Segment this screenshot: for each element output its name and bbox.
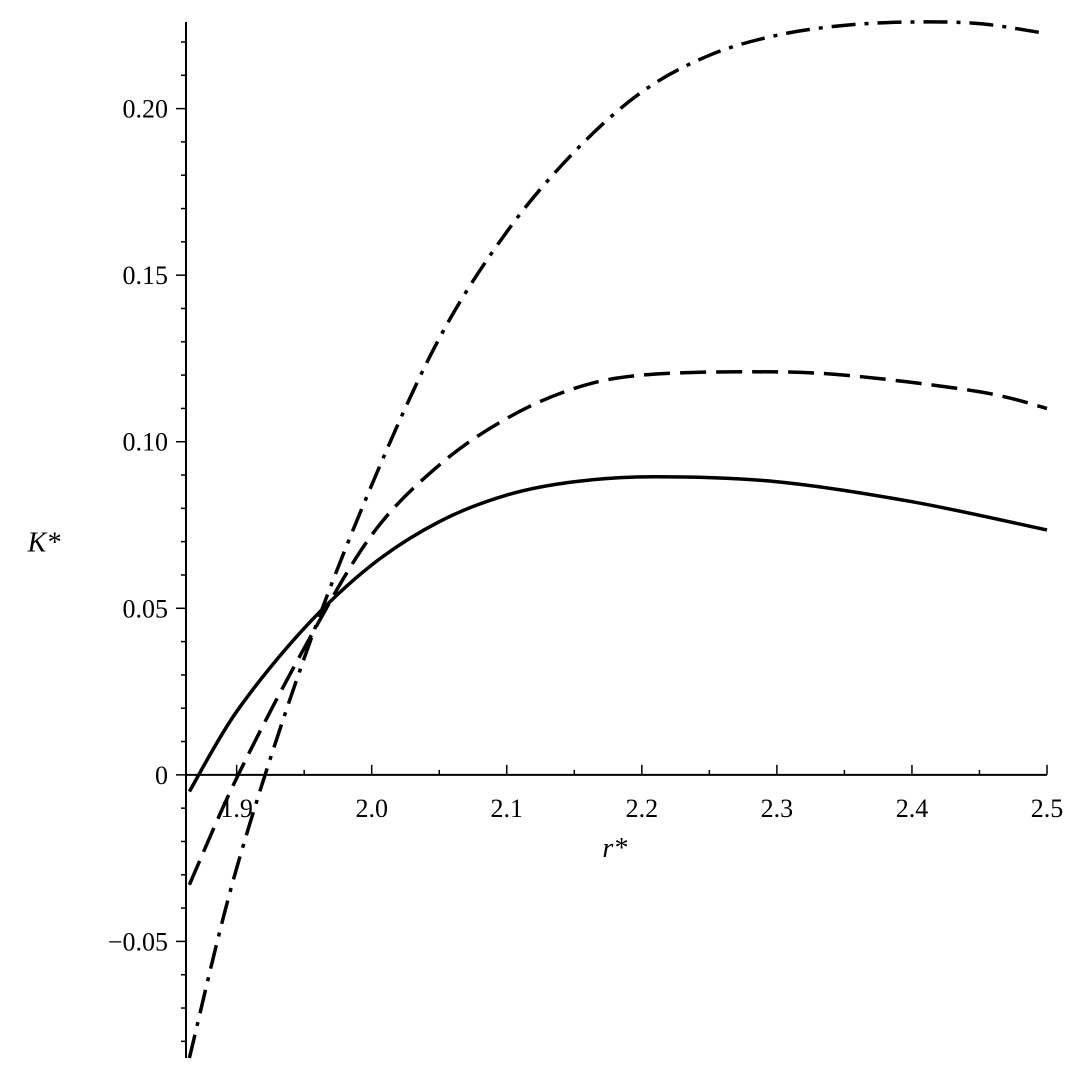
curves-layer	[187, 20, 1048, 1059]
axes-layer	[185, 22, 1047, 1058]
tick-labels-layer: 1.9 2.0 2.1 2.2 2.3 2.4 2.5 −0.05 0 0.05 0.10 0.15 0…	[108, 95, 1063, 957]
series-line-dashed	[187, 370, 1048, 886]
x-axis-title: r*	[602, 833, 627, 864]
x-tick-label: 2.5	[1031, 794, 1064, 823]
x-tick-label: 2.0	[355, 794, 388, 823]
y-tick-label: −0.05	[108, 927, 168, 956]
y-tick-label: 0.15	[123, 261, 169, 290]
x-tick-label: 2.1	[491, 794, 524, 823]
y-axis-title: K*	[27, 528, 61, 559]
y-tick-label: 0.05	[123, 594, 169, 623]
x-tick-label: 2.3	[761, 794, 794, 823]
x-tick-label: 1.9	[220, 794, 253, 823]
series-line-dashdot	[187, 20, 1048, 1059]
x-tick-label: 2.2	[626, 794, 659, 823]
y-tick-label: 0	[155, 761, 168, 790]
x-tick-label: 2.4	[896, 794, 929, 823]
y-tick-label: 0.10	[123, 428, 169, 457]
y-tick-label: 0.20	[123, 95, 169, 124]
ticks-layer	[176, 41, 1048, 1043]
series-line-solid	[187, 474, 1048, 793]
